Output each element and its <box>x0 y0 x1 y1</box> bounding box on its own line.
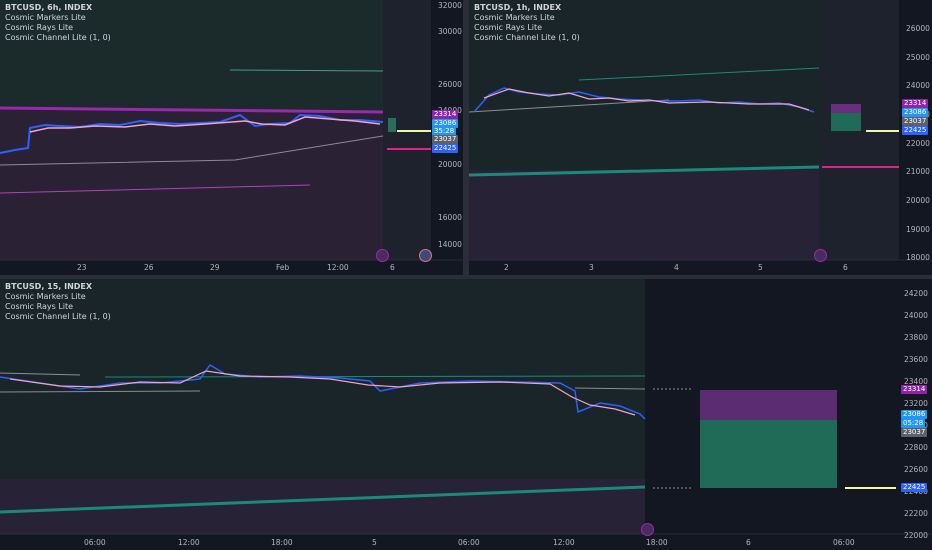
pane-divider-vertical[interactable] <box>463 0 469 275</box>
x-tick: 6 <box>390 263 395 272</box>
chart-pane-1h[interactable]: BTCUSD, 1h, INDEX Cosmic Markers Lite Co… <box>469 0 932 275</box>
y-tick: 16000 <box>438 213 462 222</box>
chart-pane-15m[interactable]: BTCUSD, 15, INDEX Cosmic Markers Lite Co… <box>0 279 932 550</box>
symbol-title[interactable]: BTCUSD, 1h, INDEX <box>474 3 562 12</box>
x-tick: 4 <box>674 263 679 272</box>
chart-canvas-6h[interactable] <box>0 0 463 275</box>
x-tick: 5 <box>758 263 763 272</box>
y-tick: 20000 <box>906 196 930 205</box>
x-tick: 29 <box>210 263 220 272</box>
indicator-rays[interactable]: Cosmic Rays Lite <box>5 302 74 311</box>
legend-15m: BTCUSD, 15, INDEX Cosmic Markers Lite Co… <box>5 282 111 322</box>
indicator-rays[interactable]: Cosmic Rays Lite <box>5 23 74 32</box>
price-badge-mid: 23037 <box>432 135 459 144</box>
x-tick: 06:00 <box>833 538 855 547</box>
y-tick: 22600 <box>904 465 928 474</box>
y-tick: 24000 <box>904 311 928 320</box>
price-badge-channel-top: 23314 <box>901 385 928 394</box>
countdown-badge: 05:28 <box>901 419 926 428</box>
pane-divider-horizontal[interactable] <box>0 275 932 279</box>
legend-6h: BTCUSD, 6h, INDEX Cosmic Markers Lite Co… <box>5 3 111 43</box>
indicator-markers[interactable]: Cosmic Markers Lite <box>5 13 86 22</box>
x-tick: 26 <box>144 263 154 272</box>
y-tick: 19000 <box>906 225 930 234</box>
y-tick: 23800 <box>904 333 928 342</box>
y-tick: 24200 <box>904 289 928 298</box>
x-tick: 12:00 <box>327 263 349 272</box>
y-tick: 21000 <box>906 167 930 176</box>
y-tick: 23600 <box>904 355 928 364</box>
x-tick: 2 <box>504 263 509 272</box>
price-badge-level: 22425 <box>902 126 929 135</box>
price-badge-channel-top: 23314 <box>902 99 929 108</box>
chart-canvas-1h[interactable] <box>469 0 932 275</box>
symbol-title[interactable]: BTCUSD, 15, INDEX <box>5 282 93 291</box>
x-tick: 12:00 <box>553 538 575 547</box>
price-badge-mid: 23037 <box>901 428 928 437</box>
x-tick: 06:00 <box>84 538 106 547</box>
chart-canvas-15m[interactable] <box>0 279 932 550</box>
y-tick: 32000 <box>438 1 462 10</box>
flag-icon[interactable] <box>419 249 432 262</box>
price-badge-level: 22425 <box>432 144 459 153</box>
countdown-badge: 35:28 <box>432 127 457 136</box>
x-tick: 6 <box>746 538 751 547</box>
replay-icon[interactable] <box>814 249 827 262</box>
legend-1h: BTCUSD, 1h, INDEX Cosmic Markers Lite Co… <box>474 3 580 43</box>
x-tick: 18:00 <box>646 538 668 547</box>
chart-pane-6h[interactable]: BTCUSD, 6h, INDEX Cosmic Markers Lite Co… <box>0 0 463 275</box>
price-badge-level: 22425 <box>901 483 928 492</box>
indicator-markers[interactable]: Cosmic Markers Lite <box>5 292 86 301</box>
indicator-channel[interactable]: Cosmic Channel Lite (1, 0) <box>5 33 111 42</box>
replay-icon[interactable] <box>641 523 654 536</box>
indicator-markers[interactable]: Cosmic Markers Lite <box>474 13 555 22</box>
price-badge-last: 23086 <box>432 119 459 128</box>
indicator-channel[interactable]: Cosmic Channel Lite (1, 0) <box>5 312 111 321</box>
price-badge-mid: 23037 <box>902 117 929 126</box>
price-badge-channel-top: 23314 <box>432 110 459 119</box>
x-tick: 6 <box>843 263 848 272</box>
y-tick: 22200 <box>904 509 928 518</box>
y-tick: 20000 <box>438 160 462 169</box>
y-tick: 30000 <box>438 27 462 36</box>
x-tick: 5 <box>372 538 377 547</box>
x-tick: 3 <box>589 263 594 272</box>
indicator-channel[interactable]: Cosmic Channel Lite (1, 0) <box>474 33 580 42</box>
replay-icon[interactable] <box>376 249 389 262</box>
y-tick: 26000 <box>438 80 462 89</box>
x-tick: 12:00 <box>178 538 200 547</box>
y-tick: 18000 <box>906 253 930 262</box>
y-tick: 26000 <box>906 24 930 33</box>
y-tick: 23400 <box>904 377 928 386</box>
y-tick: 24000 <box>906 81 930 90</box>
y-tick: 14000 <box>438 240 462 249</box>
x-tick: 18:00 <box>271 538 293 547</box>
price-badge-last: 23086 <box>901 410 928 419</box>
x-tick: Feb <box>276 263 290 272</box>
price-badge-last: 23086 <box>902 108 929 117</box>
y-tick: 22800 <box>904 443 928 452</box>
indicator-rays[interactable]: Cosmic Rays Lite <box>474 23 543 32</box>
x-tick: 06:00 <box>458 538 480 547</box>
x-tick: 23 <box>77 263 87 272</box>
y-tick: 22000 <box>906 139 930 148</box>
y-tick: 23200 <box>904 399 928 408</box>
y-tick: 22000 <box>904 531 928 540</box>
symbol-title[interactable]: BTCUSD, 6h, INDEX <box>5 3 93 12</box>
y-tick: 25000 <box>906 53 930 62</box>
